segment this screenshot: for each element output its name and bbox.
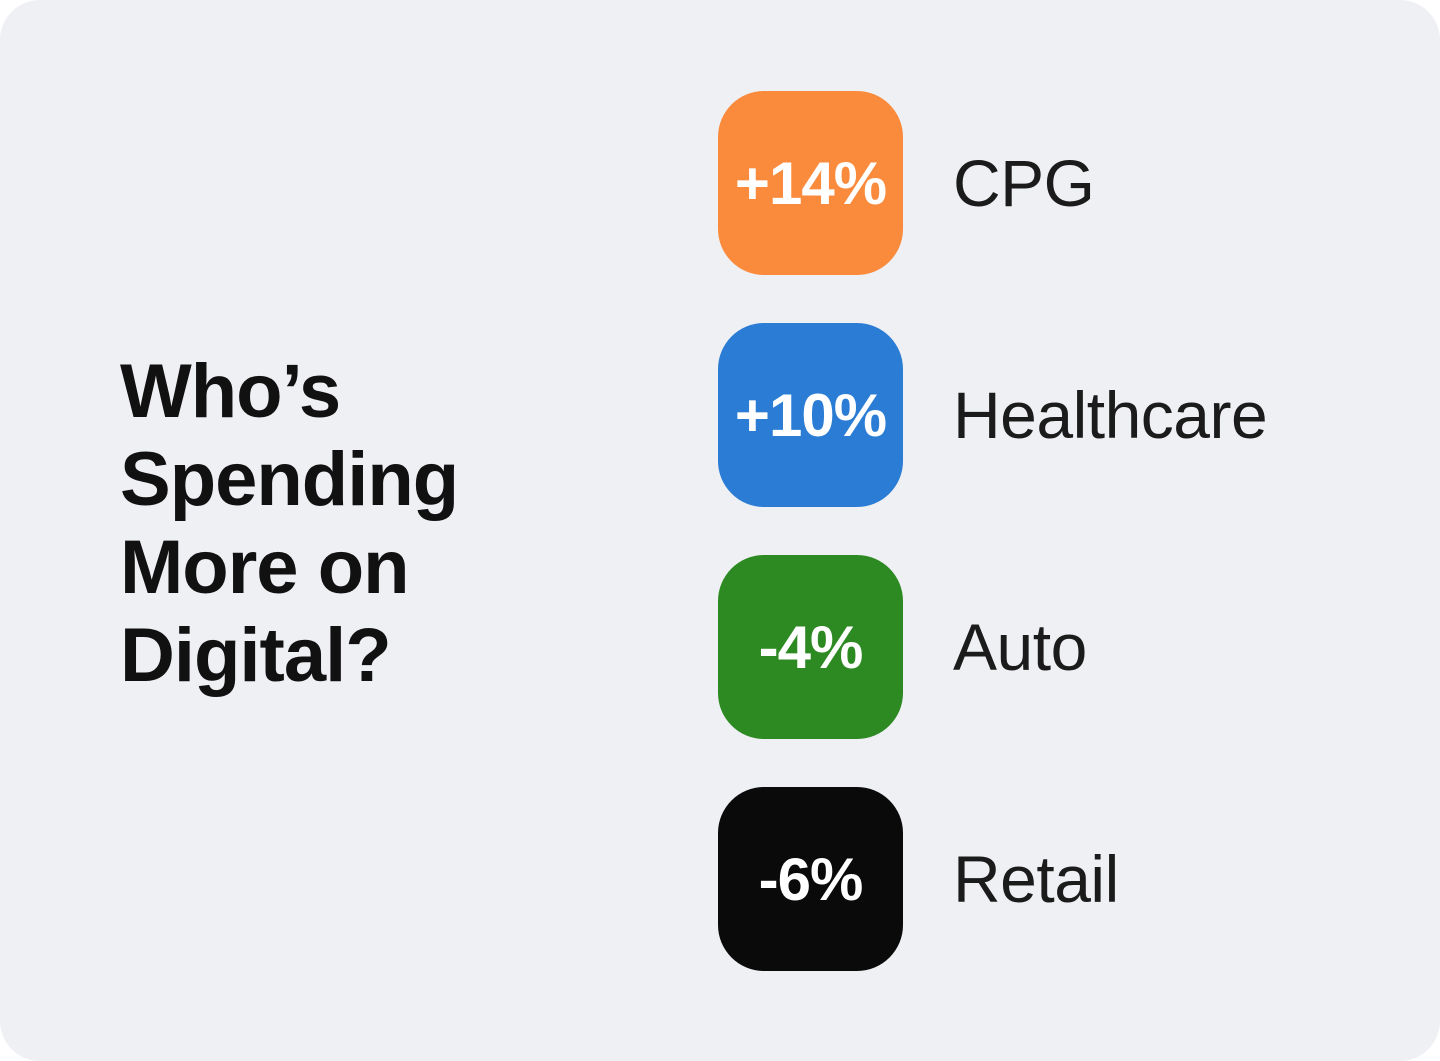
value-text-auto: -4% [758, 613, 864, 681]
value-badge-retail: -6% [718, 787, 903, 971]
stats-list: +14% CPG +10% Healthcare -4% Auto -6% Re… [718, 91, 1268, 971]
value-badge-cpg: +14% [718, 91, 903, 275]
page-title-line-4: Digital? [120, 613, 392, 698]
category-label-healthcare: Healthcare [953, 378, 1268, 452]
page-title-line-3: More on [120, 525, 410, 610]
value-text-cpg: +14% [734, 149, 887, 217]
category-label-retail: Retail [953, 842, 1119, 916]
stat-row-retail: -6% Retail [718, 787, 1267, 971]
value-text-retail: -6% [758, 845, 864, 913]
page-title: Who’s Spending More on Digital? [120, 348, 459, 700]
page-title-line-2: Spending [120, 437, 459, 522]
value-badge-healthcare: +10% [718, 323, 903, 507]
category-label-auto: Auto [953, 610, 1087, 684]
value-text-healthcare: +10% [734, 381, 887, 449]
stat-row-auto: -4% Auto [718, 555, 1267, 739]
category-label-cpg: CPG [953, 146, 1095, 220]
page-title-line-1: Who’s [120, 349, 341, 434]
stat-row-healthcare: +10% Healthcare [718, 323, 1268, 507]
value-badge-auto: -4% [718, 555, 903, 739]
stat-row-cpg: +14% CPG [718, 91, 1267, 275]
